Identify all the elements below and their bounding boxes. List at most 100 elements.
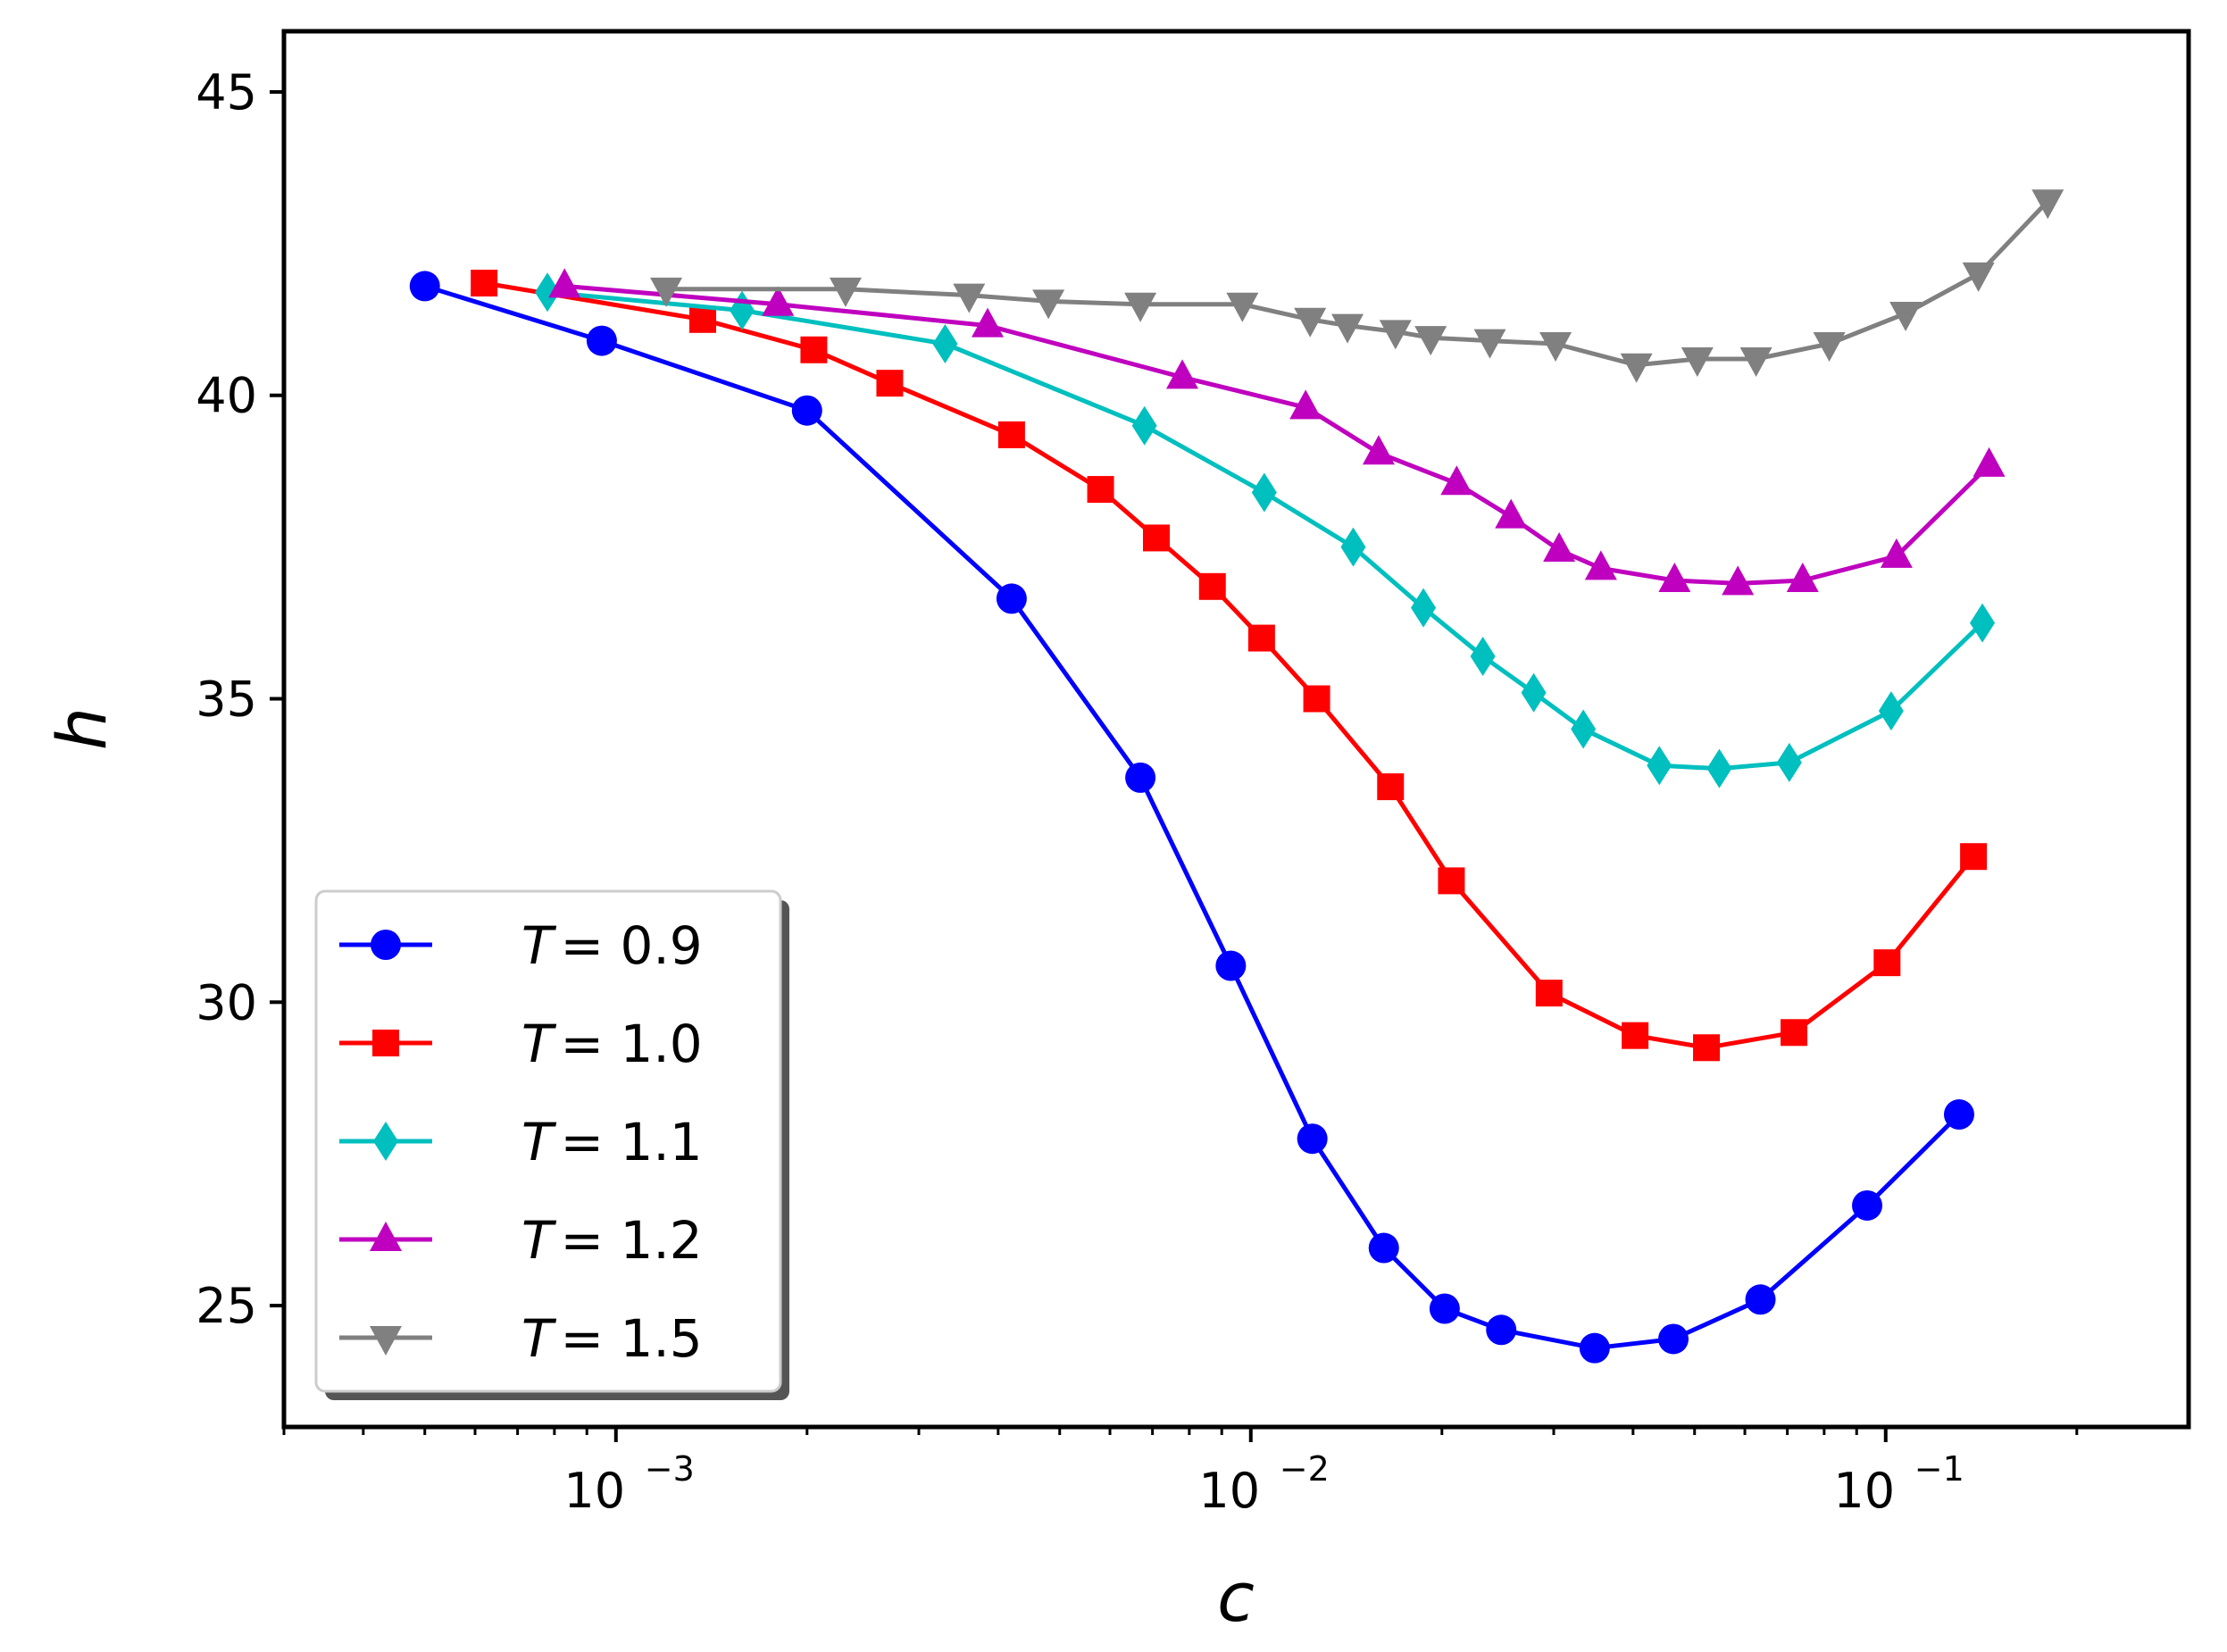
data-point xyxy=(1813,331,1846,362)
data-point xyxy=(1411,588,1437,628)
data-point xyxy=(1379,320,1412,350)
x-tick-label: 10 xyxy=(563,1463,625,1519)
data-point xyxy=(650,277,683,307)
data-point xyxy=(876,370,904,397)
data-point xyxy=(1340,527,1366,567)
data-point xyxy=(1776,742,1802,782)
data-point xyxy=(1125,762,1156,793)
data-point xyxy=(953,283,986,313)
y-tick-label: 40 xyxy=(196,368,257,424)
data-point xyxy=(1032,289,1065,320)
data-point xyxy=(1429,1293,1460,1324)
y-axis: 25 30 35 40 45 xyxy=(196,64,284,1334)
data-point xyxy=(1781,1019,1808,1047)
data-point xyxy=(1739,346,1772,377)
data-point xyxy=(1198,572,1226,600)
plot-area xyxy=(409,189,2064,1364)
data-point xyxy=(1970,603,1996,643)
data-point xyxy=(1889,301,1923,331)
x-tick-exponent: −3 xyxy=(645,1449,695,1489)
data-point xyxy=(1657,1323,1689,1355)
series-1.5 xyxy=(650,189,2064,383)
data-point xyxy=(1622,1022,1649,1049)
legend-item: T = 1.1 xyxy=(339,1112,703,1172)
data-point xyxy=(409,271,440,302)
x-axis: 10 −3 10 −2 10 −1 xyxy=(282,1427,2079,1519)
data-point xyxy=(1873,949,1901,977)
data-point xyxy=(1331,313,1364,344)
data-point xyxy=(791,395,822,426)
series-1.0 xyxy=(471,270,1988,1062)
legend-label: T = 1.5 xyxy=(521,1308,703,1369)
x-axis-label: c xyxy=(1217,1557,1255,1637)
y-tick-label: 30 xyxy=(196,974,257,1030)
data-point xyxy=(972,307,1005,338)
data-point xyxy=(1960,843,1988,871)
data-point xyxy=(1251,472,1277,513)
legend-item: T = 0.9 xyxy=(339,915,703,976)
data-point xyxy=(1880,538,1913,568)
legend-marker xyxy=(370,1222,402,1251)
legend-item: T = 1.0 xyxy=(339,1014,703,1074)
data-point xyxy=(1571,709,1597,749)
x-tick-exponent: −2 xyxy=(1280,1449,1330,1489)
data-point xyxy=(548,268,581,298)
data-point xyxy=(1962,262,1995,292)
data-point xyxy=(1878,691,1904,731)
data-point xyxy=(1495,498,1528,529)
data-point xyxy=(1786,563,1819,593)
data-point xyxy=(829,277,862,307)
data-point xyxy=(1087,476,1114,504)
legend-label: T = 1.0 xyxy=(521,1014,703,1074)
legend-marker xyxy=(372,1030,399,1056)
data-point xyxy=(1973,446,2006,477)
x-tick-label: 10 xyxy=(1833,1463,1895,1519)
legend-label: T = 1.1 xyxy=(521,1112,703,1172)
legend-item: T = 1.5 xyxy=(339,1308,703,1369)
data-point xyxy=(1620,353,1653,383)
legend-label: T = 1.2 xyxy=(521,1210,703,1271)
y-tick-label: 35 xyxy=(196,672,257,728)
data-point xyxy=(1943,1099,1974,1131)
legend-marker xyxy=(371,930,401,960)
legend-label: T = 0.9 xyxy=(521,915,703,976)
data-point xyxy=(1486,1314,1517,1346)
data-point xyxy=(1722,565,1755,596)
data-point xyxy=(1215,950,1247,981)
data-point xyxy=(1377,773,1405,801)
data-point xyxy=(1470,636,1496,676)
data-point xyxy=(1658,563,1691,593)
data-point xyxy=(1584,550,1617,580)
data-point xyxy=(1539,331,1572,362)
data-point xyxy=(535,272,561,313)
data-point xyxy=(762,286,795,316)
plot-frame xyxy=(281,29,2191,1430)
data-point xyxy=(1368,1232,1399,1264)
data-point xyxy=(1297,1123,1328,1155)
data-point xyxy=(1681,346,1714,377)
data-point xyxy=(996,583,1027,614)
x-tick-exponent: −1 xyxy=(1914,1449,1964,1489)
data-point xyxy=(1124,292,1157,322)
data-point xyxy=(1473,329,1506,359)
data-point xyxy=(1745,1284,1776,1315)
data-point xyxy=(1131,405,1157,446)
data-point xyxy=(1693,1034,1721,1062)
y-tick-label: 45 xyxy=(196,64,257,121)
data-point xyxy=(1414,326,1447,356)
data-point xyxy=(1362,435,1395,465)
data-point xyxy=(586,325,617,356)
data-point xyxy=(1438,867,1465,895)
data-point xyxy=(1543,532,1576,563)
data-point xyxy=(1579,1332,1610,1364)
data-point xyxy=(997,421,1025,448)
legend-box xyxy=(314,889,782,1393)
data-point xyxy=(1289,389,1322,420)
data-point xyxy=(932,323,958,363)
data-point xyxy=(1294,307,1327,338)
series-0.9 xyxy=(409,271,1974,1364)
data-point xyxy=(1303,685,1330,713)
data-point xyxy=(1852,1189,1883,1221)
